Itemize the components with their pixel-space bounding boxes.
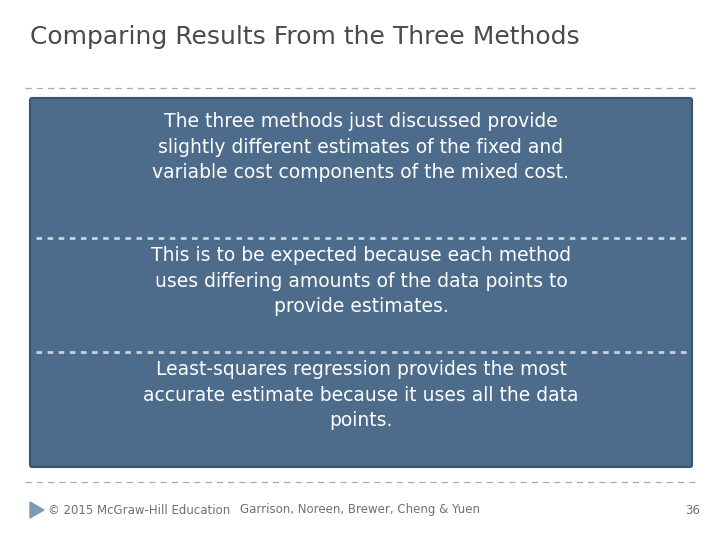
Text: 36: 36 [685,503,700,516]
Text: The three methods just discussed provide
slightly different estimates of the fix: The three methods just discussed provide… [153,112,570,183]
Text: © 2015 McGraw-Hill Education: © 2015 McGraw-Hill Education [48,503,230,516]
Text: This is to be expected because each method
uses differing amounts of the data po: This is to be expected because each meth… [151,246,571,316]
Polygon shape [30,502,44,518]
Text: Least-squares regression provides the most
accurate estimate because it uses all: Least-squares regression provides the mo… [143,360,579,430]
Text: Garrison, Noreen, Brewer, Cheng & Yuen: Garrison, Noreen, Brewer, Cheng & Yuen [240,503,480,516]
FancyBboxPatch shape [30,98,692,467]
Text: Comparing Results From the Three Methods: Comparing Results From the Three Methods [30,25,580,49]
